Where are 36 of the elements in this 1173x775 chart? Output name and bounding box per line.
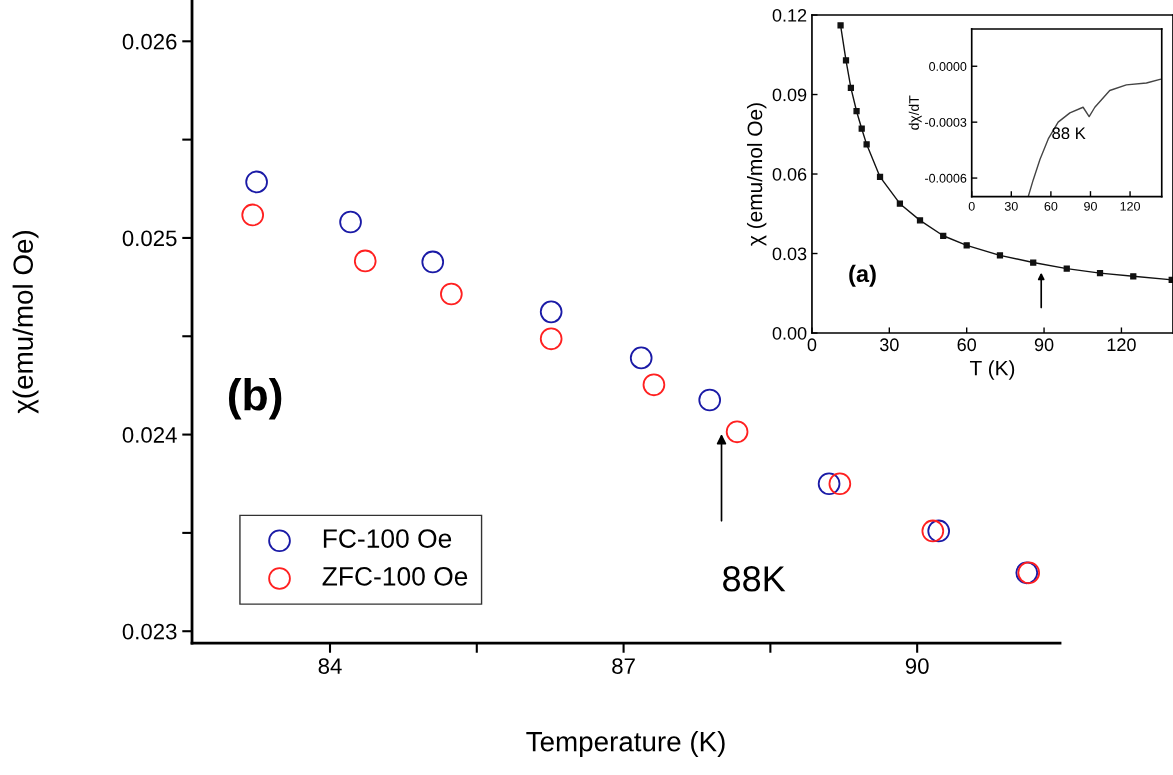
x-axis-title: Temperature (K) <box>526 731 725 757</box>
annotation: (b) <box>228 377 282 420</box>
y-tick-label: -0.0003 <box>925 117 967 127</box>
x-tick-label: 120 <box>1107 338 1136 352</box>
x-axis-title: T (K) <box>969 360 1015 380</box>
x-tick-label: 30 <box>1004 201 1018 211</box>
y-tick-label: 0.0000 <box>929 62 967 71</box>
annotation: 88K <box>723 566 786 592</box>
y-tick-label: 0.12 <box>772 8 807 22</box>
y-tick-label: 0.023 <box>122 623 177 640</box>
y-axis-title: χ(emu/mol Oe) <box>12 231 39 414</box>
x-tick-label: 60 <box>1044 201 1058 211</box>
x-tick-label: 90 <box>905 658 929 674</box>
annotation: 88 K <box>1052 127 1086 140</box>
x-tick-label: 84 <box>318 658 342 674</box>
y-axis-title: dχ/dT <box>908 95 922 130</box>
y-axis-title: χ (emu/mol Oe) <box>746 103 767 246</box>
y-tick-label: 0.06 <box>772 167 807 181</box>
annotation: (a) <box>849 264 876 287</box>
x-tick-label: 120 <box>1120 201 1141 211</box>
x-tick-label: 0 <box>807 338 817 352</box>
y-tick-label: 0.00 <box>772 326 807 340</box>
y-tick-label: 0.025 <box>122 230 177 247</box>
y-tick-label: -0.0006 <box>925 173 967 183</box>
legend-label: ZFC-100 Oe <box>322 567 468 586</box>
x-tick-label: 60 <box>957 338 977 352</box>
legend-label: FC-100 Oe <box>323 529 452 548</box>
y-tick-label: 0.024 <box>122 427 177 443</box>
x-tick-label: 90 <box>1084 201 1097 211</box>
y-tick-label: 0.026 <box>122 33 177 50</box>
y-tick-label: 0.03 <box>772 247 807 261</box>
y-tick-label: 0.09 <box>772 88 807 102</box>
x-tick-label: 0 <box>968 201 975 211</box>
x-tick-label: 90 <box>1034 338 1054 352</box>
x-tick-label: 87 <box>612 658 635 674</box>
x-tick-label: 30 <box>879 338 899 352</box>
